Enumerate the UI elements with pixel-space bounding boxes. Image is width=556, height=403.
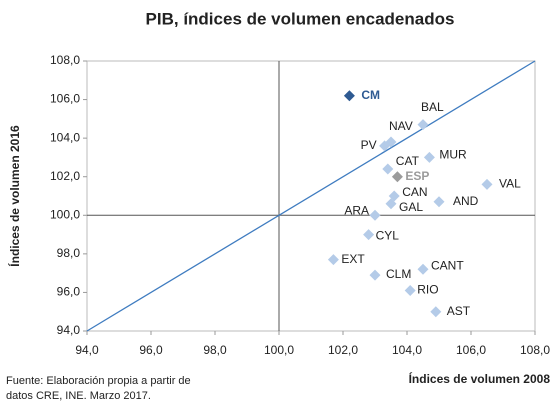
point	[343, 90, 355, 102]
source-note: datos CRE, INE. Marzo 2017.	[6, 390, 151, 402]
y-tick-label: 94,0	[57, 323, 81, 337]
point-label: CLM	[386, 267, 411, 281]
x-tick-label: 104,0	[392, 343, 422, 357]
point-label: ARA	[344, 203, 369, 217]
point-label: MUR	[439, 148, 467, 162]
plot-border	[86, 60, 536, 332]
point-label: ESP	[405, 169, 429, 183]
x-tick-label: 96,0	[139, 343, 163, 357]
y-tick-label: 100,0	[50, 207, 80, 221]
point	[327, 254, 339, 266]
diagonal-line	[86, 60, 536, 332]
point-label: CM	[361, 88, 380, 102]
point-label: RIO	[417, 283, 438, 297]
y-tick-label: 96,0	[57, 285, 81, 299]
x-tick-label: 102,0	[328, 343, 358, 357]
point	[363, 229, 375, 241]
y-tick-label: 98,0	[57, 246, 81, 260]
point	[385, 198, 397, 210]
chart-title: PIB, índices de volumen encadenados	[146, 9, 455, 28]
point	[430, 306, 442, 318]
point-label: CYL	[376, 229, 400, 243]
point-label: CAN	[402, 185, 427, 199]
point-label: VAL	[499, 177, 521, 191]
x-tick-label: 106,0	[456, 343, 486, 357]
point	[417, 119, 429, 131]
point	[369, 269, 381, 281]
point	[423, 151, 435, 163]
point	[391, 171, 403, 183]
x-tick-label: 98,0	[203, 343, 227, 357]
point	[382, 163, 394, 175]
point	[433, 196, 445, 208]
point	[481, 178, 493, 190]
point	[369, 209, 381, 221]
y-tick-label: 104,0	[50, 130, 80, 144]
x-tick-label: 100,0	[264, 343, 294, 357]
y-axis-label: Índices de volumen 2016	[7, 125, 22, 267]
point-label: GAL	[399, 200, 423, 214]
source-note: Fuente: Elaboración propia a partir de	[6, 375, 191, 387]
point-label: BAL	[421, 100, 444, 114]
point-label: NAV	[389, 119, 413, 133]
point-label: AND	[453, 194, 479, 208]
y-tick-label: 102,0	[50, 169, 80, 183]
x-tick-label: 108,0	[520, 343, 550, 357]
point-label: AST	[447, 304, 471, 318]
x-tick-label: 94,0	[75, 343, 99, 357]
point	[417, 263, 429, 275]
point	[404, 285, 416, 296]
point-label: CAT	[396, 154, 420, 168]
y-tick-label: 108,0	[50, 53, 80, 67]
y-tick-label: 106,0	[50, 92, 80, 106]
point	[379, 140, 391, 152]
point-label: CANT	[431, 258, 464, 272]
point-label: EXT	[341, 252, 365, 266]
point-label: PV	[361, 138, 377, 152]
x-axis-label: Índices de volumen 2008	[409, 371, 551, 386]
